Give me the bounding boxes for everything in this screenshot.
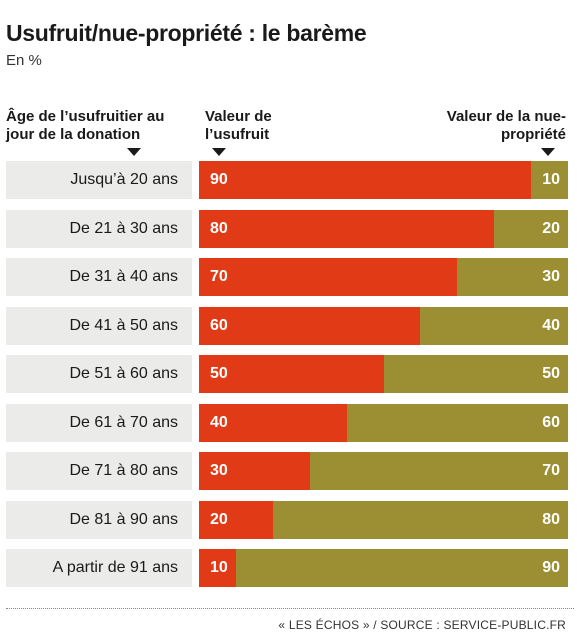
nue-propriete-pointer-icon [541, 148, 555, 156]
nue-propriete-column-header: Valeur de la nue-propriété [446, 108, 566, 143]
footer-divider [6, 608, 574, 609]
nue-propriete-bar [347, 403, 568, 442]
nue-propriete-value-label: 10 [542, 171, 560, 188]
nue-propriete-bar [457, 258, 568, 296]
category-label: Jusqu’à 20 ans [70, 171, 178, 188]
category-cell: De 71 à 80 ans [6, 452, 192, 490]
category-cell: De 31 à 40 ans [6, 258, 192, 296]
source-note: « LES ÉCHOS » / SOURCE : SERVICE-PUBLIC.… [278, 618, 566, 632]
chart-row: A partir de 91 ans 10 90 [0, 549, 580, 587]
usufruit-value-label: 50 [210, 365, 228, 382]
category-label: A partir de 91 ans [52, 559, 178, 576]
chart-subtitle: En % [6, 52, 42, 69]
usufruit-bar [199, 258, 457, 296]
usufruit-bar [199, 403, 347, 442]
nue-propriete-bar [236, 549, 568, 587]
nue-propriete-value-label: 40 [542, 316, 560, 334]
usufruit-value-label: 80 [210, 219, 228, 237]
category-cell: De 21 à 30 ans [6, 209, 192, 248]
chart-row: De 51 à 60 ans 50 50 [0, 355, 580, 393]
chart-row: De 41 à 50 ans 60 40 [0, 306, 580, 345]
nue-propriete-value-label: 20 [542, 219, 560, 237]
category-label: De 81 à 90 ans [69, 510, 178, 528]
age-pointer-icon [127, 148, 141, 156]
usufruit-bar [199, 355, 384, 393]
usufruit-value-label: 70 [210, 268, 228, 285]
usufruit-value-label: 60 [210, 316, 228, 334]
nue-propriete-value-label: 60 [542, 413, 560, 431]
category-label: De 51 à 60 ans [69, 365, 178, 382]
chart-title: Usufruit/nue-propriété : le barème [6, 20, 367, 46]
nue-propriete-bar [531, 161, 568, 199]
usufruit-bar [199, 306, 420, 345]
usufruit-bar [199, 161, 531, 199]
chart-row: De 81 à 90 ans 20 80 [0, 500, 580, 539]
usufruit-value-label: 10 [210, 559, 228, 576]
category-label: De 21 à 30 ans [69, 219, 178, 237]
chart-row: De 21 à 30 ans 80 20 [0, 209, 580, 248]
category-label: De 41 à 50 ans [69, 316, 178, 334]
usufruit-value-label: 20 [210, 510, 228, 528]
usufruit-value-label: 30 [210, 462, 228, 479]
category-cell: A partir de 91 ans [6, 549, 192, 587]
usufruit-bar [199, 500, 273, 539]
chart-row: Jusqu’à 20 ans 90 10 [0, 161, 580, 199]
category-label: De 31 à 40 ans [69, 268, 178, 285]
chart-row: De 61 à 70 ans 40 60 [0, 403, 580, 442]
nue-propriete-value-label: 30 [542, 268, 560, 285]
usufruit-pointer-icon [212, 148, 226, 156]
nue-propriete-bar [310, 452, 568, 490]
age-column-header: Âge de l’usufruitier au jour de la donat… [6, 108, 165, 143]
category-cell: De 81 à 90 ans [6, 500, 192, 539]
nue-propriete-bar [273, 500, 568, 539]
category-cell: De 51 à 60 ans [6, 355, 192, 393]
nue-propriete-value-label: 50 [542, 365, 560, 382]
nue-propriete-value-label: 80 [542, 510, 560, 528]
category-cell: De 61 à 70 ans [6, 403, 192, 442]
usufruit-bar [199, 549, 236, 587]
nue-propriete-bar [494, 209, 568, 248]
nue-propriete-value-label: 90 [542, 559, 560, 576]
nue-propriete-bar [420, 306, 568, 345]
category-cell: Jusqu’à 20 ans [6, 161, 192, 199]
category-label: De 71 à 80 ans [69, 462, 178, 479]
chart-row: De 71 à 80 ans 30 70 [0, 452, 580, 490]
usufruit-column-header: Valeur de l’usufruit [205, 108, 272, 143]
category-label: De 61 à 70 ans [69, 413, 178, 431]
usufruit-bar [199, 209, 494, 248]
nue-propriete-bar [384, 355, 568, 393]
category-cell: De 41 à 50 ans [6, 306, 192, 345]
usufruit-value-label: 40 [210, 413, 228, 431]
nue-propriete-value-label: 70 [542, 462, 560, 479]
usufruit-bar [199, 452, 310, 490]
usufruit-value-label: 90 [210, 171, 228, 188]
chart-row: De 31 à 40 ans 70 30 [0, 258, 580, 296]
